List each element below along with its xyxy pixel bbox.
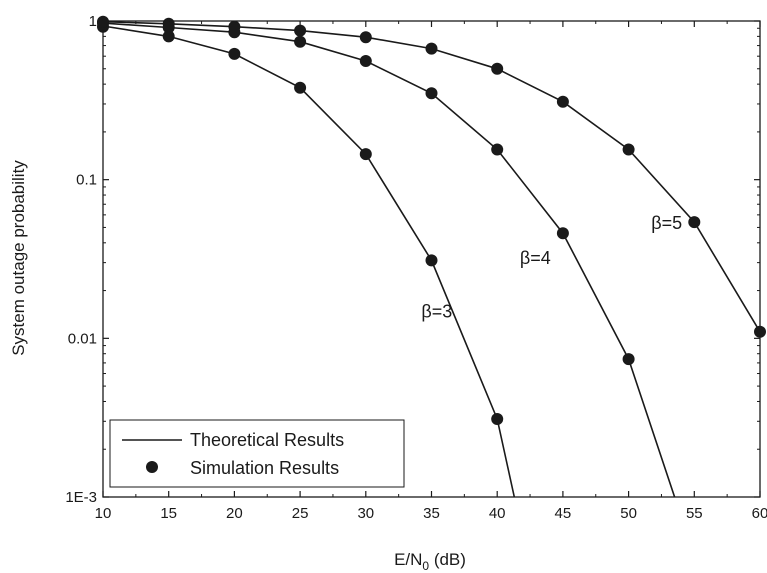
sim-point-series-3 — [294, 24, 307, 37]
sim-point-series-1 — [228, 47, 241, 60]
sim-point-series-1 — [425, 254, 438, 267]
sim-point-series-1 — [491, 413, 504, 425]
x-axis-title: E/N0 (dB) — [394, 550, 466, 573]
x-axis-title-main: E/N — [394, 550, 422, 569]
ticks-layer: 10 15 20 25 30 35 40 45 50 55 60 1 0.1 0.01 1E-3 — [65, 13, 767, 522]
sim-point-series-2 — [556, 227, 569, 240]
x-tick-label: 55 — [686, 505, 703, 522]
series-layer — [97, 15, 766, 498]
sim-point-series-1 — [359, 148, 372, 161]
x-tick-label: 10 — [95, 505, 112, 522]
sim-point-series-1 — [162, 30, 175, 43]
sim-point-series-3 — [425, 42, 438, 55]
x-tick-label: 45 — [555, 505, 572, 522]
y-axis-title: System outage probability — [9, 160, 28, 356]
y-tick-label: 1 — [89, 13, 97, 30]
x-tick-label: 35 — [423, 505, 440, 522]
y-tick-label: 0.1 — [76, 172, 97, 189]
theory-line-series-1 — [102, 25, 516, 498]
legend-simulation-label: Simulation Results — [190, 458, 339, 478]
sim-point-series-2 — [294, 35, 307, 48]
sim-point-series-3 — [622, 143, 635, 156]
curve-label-series-3: β=5 — [651, 213, 682, 233]
x-tick-label: 60 — [752, 505, 767, 522]
sim-point-series-3 — [556, 95, 569, 108]
legend-theoretical-label: Theoretical Results — [190, 430, 344, 450]
x-axis-title-suffix: (dB) — [429, 550, 466, 569]
sim-point-series-2 — [425, 87, 438, 100]
x-tick-label: 20 — [226, 505, 243, 522]
sim-point-series-2 — [359, 55, 372, 67]
curve-labels-layer: β=3 β=4 β=5 — [421, 213, 682, 322]
curve-label-series-2: β=4 — [520, 248, 551, 268]
sim-point-series-2 — [491, 143, 504, 156]
sim-point-series-3 — [491, 62, 504, 75]
y-tick-label: 1E-3 — [65, 489, 97, 506]
theory-line-series-2 — [102, 22, 676, 498]
x-tick-label: 25 — [292, 505, 309, 522]
legend-dot-marker — [146, 461, 158, 473]
curve-label-series-1: β=3 — [421, 302, 452, 322]
legend: Theoretical Results Simulation Results — [109, 419, 405, 488]
x-axis-title-subscript: 0 — [422, 559, 429, 573]
sim-point-series-3 — [359, 31, 372, 44]
legend-box — [109, 419, 405, 488]
sim-point-series-1 — [294, 81, 307, 94]
x-tick-label: 30 — [357, 505, 374, 522]
x-tick-label: 15 — [160, 505, 177, 522]
x-tick-label: 50 — [620, 505, 637, 522]
sim-point-series-2 — [622, 353, 635, 366]
x-tick-label: 40 — [489, 505, 506, 522]
sim-point-series-3 — [688, 216, 701, 229]
y-tick-label: 0.01 — [68, 330, 97, 347]
